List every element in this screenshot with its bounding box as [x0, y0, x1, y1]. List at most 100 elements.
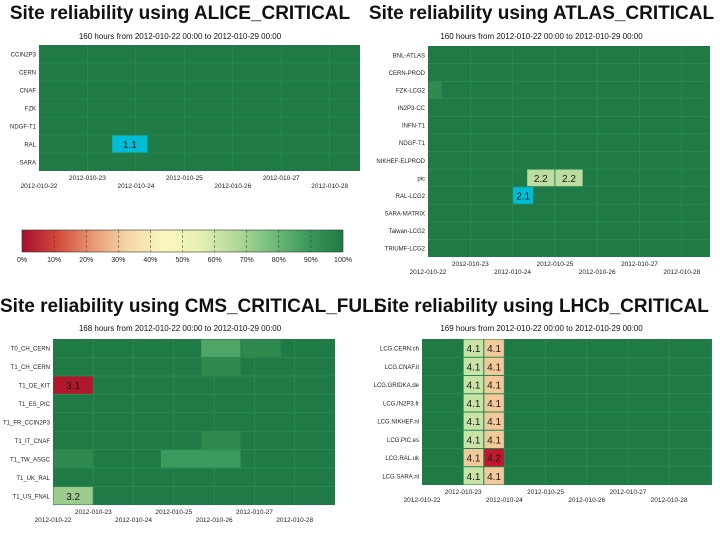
row-label-background — [0, 468, 52, 487]
row-label: BNL-ATLAS — [393, 53, 425, 59]
heatmap-cell — [484, 357, 504, 375]
cell-label: 4.1 — [467, 362, 481, 373]
cell-label: 1.1 — [123, 140, 137, 151]
colorbar-tick-label: 20% — [79, 257, 93, 264]
cell-label: 4.1 — [467, 417, 481, 428]
cms-subtitle: 168 hours from 2012-010-22 00:00 to 2012… — [78, 324, 282, 333]
lhcb-title: Site reliability using LHCb_CRITICAL — [374, 296, 709, 317]
heatmap-cell — [241, 339, 281, 357]
row-label-background — [0, 486, 52, 505]
row-label: CNAF — [20, 89, 37, 95]
row-label-background — [0, 45, 38, 63]
x-tick-label: 2012-010-24 — [117, 183, 154, 190]
row-label: LCG.PIC.es — [387, 438, 419, 444]
heatmap-cell — [484, 394, 504, 412]
row-label: T1_ES_PIC — [18, 402, 50, 408]
colorbar-tick-label: 70% — [240, 257, 254, 264]
heatmap-cell — [555, 169, 583, 187]
row-label-background — [0, 375, 52, 395]
reliability-colorbar: 0% 10% 20% 30% 40% 50% 60% 70% 80% 90% 100% — [17, 229, 352, 264]
x-tick-label: 2012-010-22 — [410, 269, 447, 276]
row-label: SARA — [20, 161, 36, 167]
colorbar-tick-label: 100% — [334, 257, 352, 264]
plot-background — [39, 45, 360, 171]
x-tick-label: 2012-010-27 — [621, 261, 658, 268]
heatmap-cell — [463, 357, 484, 375]
row-label: Taiwan-LCG2 — [389, 229, 426, 235]
x-tick-label: 2012-010-27 — [263, 175, 300, 182]
heatmap-cell — [463, 394, 484, 412]
row-label: CERN — [19, 71, 36, 77]
row-label: NDGF-T1 — [399, 141, 426, 147]
heatmap-cell — [53, 376, 93, 394]
row-label: LCG.NIKHEF.nl — [377, 420, 419, 426]
row-label-background — [363, 393, 421, 412]
cell-label: 4.1 — [467, 472, 481, 483]
row-label: LCG.GRIDKA.de — [374, 383, 420, 389]
row-label: T1_DE_KIT — [19, 384, 51, 390]
x-tick-label: 2012-010-28 — [276, 517, 313, 524]
heatmap-cell — [160, 450, 241, 468]
cell-label: 2.2 — [534, 174, 548, 185]
cms-heatmap: 3.1 3.2 T0_CH_CERN T1_CH_CERN T1_DE_KIT T1_ES… — [0, 339, 335, 524]
row-label: RAL — [24, 143, 36, 149]
row-label: T1_IT_CNAF — [15, 439, 51, 445]
lhcb-heatmap: 4.1 4.1 4.1 4.1 4.1 4.1 4.1 4.1 4.1 4.1 4.1 4.1 4.1 4… — [363, 339, 712, 504]
cell-label: 4.1 — [487, 381, 501, 392]
heatmap-cell — [484, 467, 504, 485]
x-tick-label: 2012-010-25 — [536, 261, 573, 268]
atlas-heatmap: 2.2 2.2 2.1 BNL-ATLAS CERN-PROD FZK-LCG2 IN2P3… — [363, 46, 710, 276]
colorbar-tick-label: 30% — [111, 257, 125, 264]
x-tick-label: 2012-010-23 — [452, 261, 489, 268]
cms-title: Site reliability using CMS_CRITICAL_FULL — [0, 296, 386, 317]
heatmap-cell — [484, 430, 504, 448]
heatmap-cell — [463, 339, 484, 357]
cell-label: 4.1 — [467, 344, 481, 355]
row-label: LCG.CERN.ch — [380, 347, 419, 353]
row-label-background — [363, 169, 427, 187]
heatmap-cell — [484, 376, 504, 394]
row-label-background — [0, 357, 52, 376]
alice-heatmap: 1.1 CCIN2P3 CERN CNAF FZK NDGF-T1 RAL SARA 2012-… — [0, 45, 360, 190]
cell-label: 4.1 — [487, 344, 501, 355]
row-label: T1_TW_ASGC — [10, 457, 51, 463]
row-label-background — [363, 133, 427, 152]
row-label: T0_CH_CERN — [11, 347, 50, 353]
row-label-background — [363, 239, 427, 257]
row-label: LCG.CNAF.it — [385, 365, 420, 371]
x-tick-label: 2012-010-23 — [69, 175, 106, 182]
row-label-background — [0, 394, 52, 413]
alice-title: Site reliability using ALICE_CRITICAL — [9, 3, 351, 24]
row-label-background — [363, 412, 421, 431]
cell-label: 4.1 — [467, 435, 481, 446]
x-tick-label: 2012-010-26 — [214, 183, 251, 190]
cell-label: 4.1 — [487, 417, 501, 428]
row-label: SARA-MATRIX — [384, 212, 425, 218]
x-tick-label: 2012-010-26 — [568, 497, 605, 504]
plot-background — [53, 339, 335, 505]
heatmap-cell — [463, 449, 484, 467]
row-label: T1_FR_CCIN2P3 — [3, 421, 51, 427]
row-label-background — [363, 46, 427, 64]
row-label-background — [363, 339, 421, 358]
heatmap-cell — [484, 449, 504, 467]
row-label-background — [363, 116, 427, 134]
x-tick-label: 2012-010-23 — [445, 489, 482, 496]
x-tick-label: 2012-010-27 — [236, 509, 273, 516]
atlas-panel: Site reliability using ATLAS_CRITICAL 16… — [363, 0, 720, 285]
colorbar-tick-label: 60% — [208, 257, 222, 264]
heatmap-cell — [527, 169, 555, 187]
lhcb-subtitle: 169 hours from 2012-010-22 00:00 to 2012… — [440, 324, 643, 333]
row-label-background — [0, 117, 38, 135]
row-label-background — [0, 153, 38, 171]
x-tick-label: 2012-010-24 — [486, 497, 523, 504]
row-label-background — [363, 448, 421, 467]
atlas-subtitle: 160 hours from 2012-010-22 00:00 to 2012… — [440, 32, 643, 41]
x-tick-label: 2012-010-26 — [196, 517, 233, 524]
x-tick-label: 2012-010-25 — [166, 175, 203, 182]
row-label-background — [363, 466, 421, 485]
x-tick-label: 2012-010-28 — [311, 183, 348, 190]
heatmap-cell — [201, 357, 241, 376]
row-label-background — [0, 63, 38, 81]
row-label: INFN-T1 — [402, 124, 426, 130]
